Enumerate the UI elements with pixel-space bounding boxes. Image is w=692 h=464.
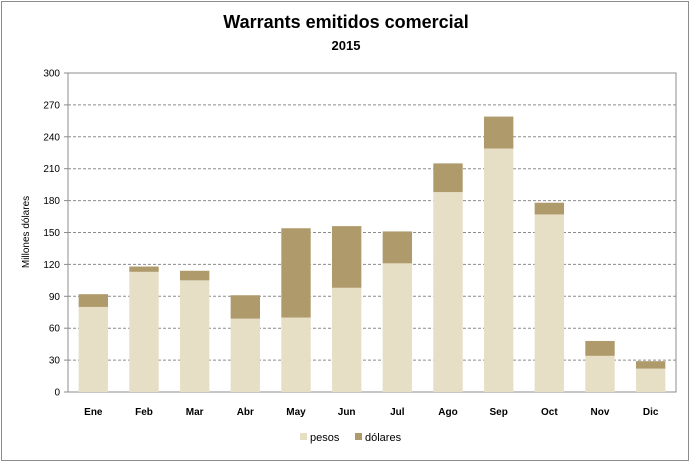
x-category-label: May [286,407,306,418]
x-category-label: Oct [541,407,558,418]
legend-label: pesos [310,432,340,444]
bar-dlares-jun [331,226,362,288]
bar-pesos-nov [585,355,615,392]
x-category-label: Abr [237,407,254,418]
x-axis-categories: Ene Feb Mar Abr May Jun Jul Ago Sep Oct Nov Dic [84,407,659,418]
legend-swatch [300,433,307,440]
bar-dlares-feb [129,266,159,272]
y-tick-label: 180 [43,196,60,207]
bar-dlares-dic [635,361,666,369]
x-category-label: Nov [591,407,610,418]
legend-swatch [355,433,362,440]
y-tick-label: 120 [43,260,60,271]
bars [78,116,666,392]
bar-pesos-oct [534,214,565,392]
y-tick-label: 60 [49,324,61,335]
bar-dlares-nov [585,340,615,356]
y-axis-title: Millones dólares [21,196,32,268]
legend: pesos dólares [300,432,402,444]
bar-dlares-abr [230,295,261,319]
bar-pesos-ago [433,192,463,392]
bar-dlares-jul [382,231,413,264]
x-category-label: Sep [489,407,507,418]
y-tick-label: 210 [43,164,60,175]
bar-pesos-jul [382,263,413,392]
bar-dlares-may [281,228,311,318]
bar-pesos-sep [483,148,514,392]
bar-pesos-abr [230,318,261,392]
x-category-label: Ago [438,407,457,418]
x-category-label: Feb [135,407,153,418]
x-category-label: Dic [643,407,659,418]
y-tick-label: 300 [43,69,60,80]
bar-pesos-jun [331,287,362,392]
bar-dlares-mar [179,270,210,281]
bar-pesos-dic [635,368,666,392]
x-category-label: Mar [186,407,204,418]
y-tick-label: 240 [43,132,60,143]
y-tick-label: 270 [43,100,60,111]
bar-dlares-ene [78,294,109,307]
x-category-label: Ene [84,407,103,418]
bar-pesos-may [281,317,311,392]
gridlines [68,104,676,361]
y-tick-label: 0 [54,388,60,399]
x-category-label: Jul [390,407,405,418]
y-tick-label: 90 [49,292,61,303]
bar-pesos-mar [179,280,210,392]
y-axis-ticks: 0 30 60 90 120 150 180 210 240 270 300 [43,69,68,399]
bar-pesos-ene [78,306,109,392]
bar-pesos-feb [129,271,159,392]
y-tick-label: 150 [43,228,60,239]
x-category-label: Jun [338,407,356,418]
legend-label: dólares [365,432,402,444]
y-tick-label: 30 [49,356,61,367]
bar-dlares-ago [433,163,463,193]
bar-dlares-sep [483,116,514,149]
bar-dlares-oct [534,202,565,215]
chart-title: Warrants emitidos comercial [223,12,469,32]
chart-subtitle: 2015 [331,38,361,53]
